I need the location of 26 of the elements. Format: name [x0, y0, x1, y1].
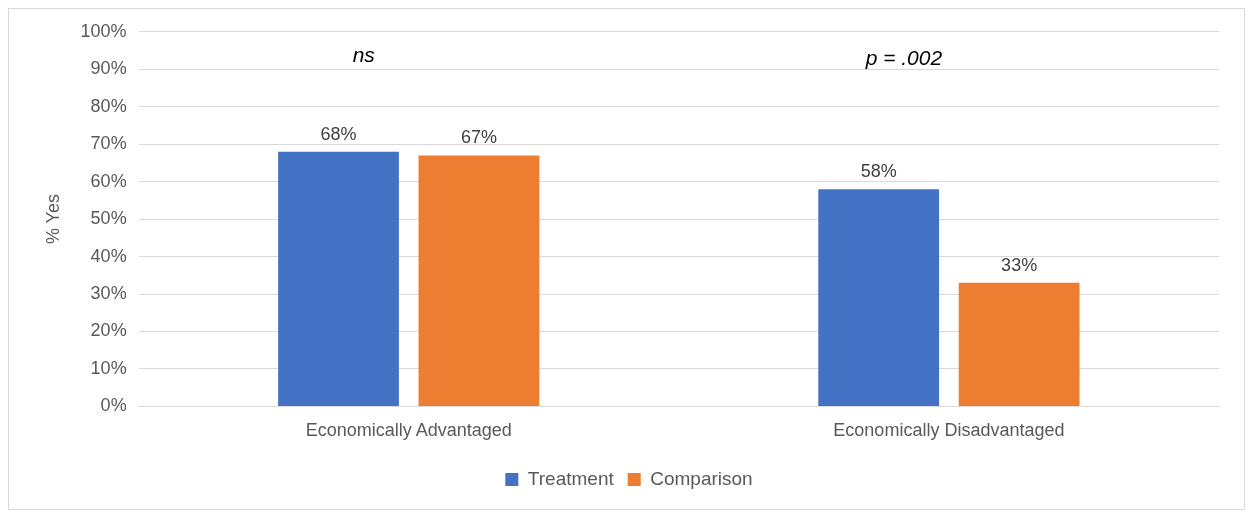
y-tick-label: 0%	[100, 395, 127, 416]
bar	[958, 282, 1080, 406]
bar	[818, 189, 940, 406]
annotation: p = .002	[864, 45, 943, 69]
y-tick-label: 30%	[90, 282, 127, 303]
y-tick-label: 100%	[80, 20, 127, 41]
y-tick-label: 50%	[90, 208, 127, 229]
y-tick-label: 90%	[90, 58, 127, 79]
x-tick-label: Economically Disadvantaged	[833, 420, 1065, 441]
data-label: 68%	[320, 123, 357, 144]
y-tick-label: 60%	[90, 170, 127, 191]
legend-label: Treatment	[527, 467, 615, 489]
x-tick-label: Economically Advantaged	[305, 420, 512, 441]
data-label: 33%	[1001, 254, 1038, 275]
y-axis-title: % Yes	[42, 194, 63, 245]
data-label: 67%	[460, 127, 497, 148]
bar	[418, 155, 540, 406]
bar	[278, 151, 399, 406]
annotation: ns	[352, 42, 376, 66]
y-tick-label: 80%	[90, 95, 127, 116]
y-tick-label: 70%	[90, 133, 127, 154]
y-tick-label: 40%	[90, 245, 127, 266]
data-label: 58%	[860, 161, 897, 182]
legend-label: Comparison	[650, 467, 753, 489]
y-tick-label: 10%	[90, 357, 127, 378]
y-tick-label: 20%	[90, 320, 127, 341]
